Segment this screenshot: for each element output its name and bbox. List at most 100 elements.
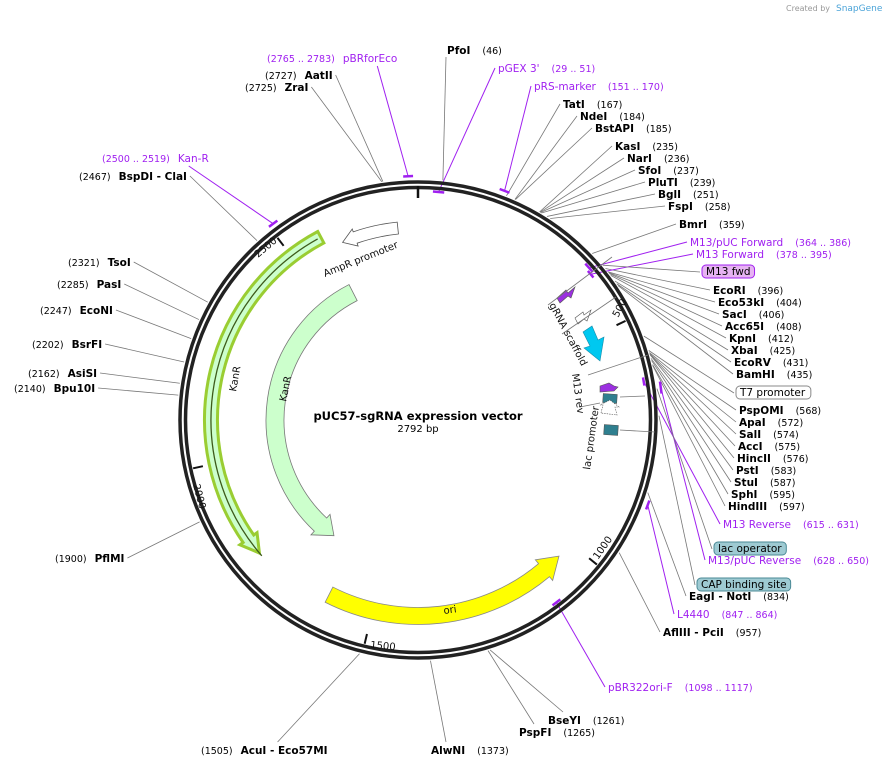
enzyme-label[interactable]: (2727) AatII	[265, 70, 333, 82]
enzyme-site[interactable]: (1505) AcuI - Eco57MI	[201, 745, 328, 757]
enzyme-label[interactable]: Acc65I (408)	[725, 321, 802, 333]
primer-mark[interactable]	[644, 500, 651, 510]
enzyme-site[interactable]: BglI (251)	[658, 189, 719, 201]
enzyme-label[interactable]: BstAPI (185)	[595, 123, 672, 135]
primer-label[interactable]: pRS-marker (151 .. 170)	[534, 81, 664, 93]
enzyme-label[interactable]: (2467) BspDI - ClaI	[79, 171, 187, 183]
primer-label[interactable]: (2500 .. 2519) Kan-R	[102, 153, 209, 165]
primer-mark[interactable]	[641, 377, 646, 386]
enzyme-label[interactable]: EcoRV (431)	[734, 357, 808, 369]
enzyme-site[interactable]: (2202) BsrFI	[32, 339, 102, 351]
grna-scaffold-arrow[interactable]	[582, 325, 605, 362]
enzyme-site[interactable]: HindIII (597)	[728, 501, 805, 513]
enzyme-label[interactable]: BmrI (359)	[679, 219, 745, 231]
enzyme-site[interactable]: ApaI (572)	[739, 417, 803, 429]
feature-tag[interactable]: T7 promoter	[735, 385, 812, 400]
enzyme-site[interactable]: NarI (236)	[627, 153, 690, 165]
primer[interactable]: M13/pUC Forward (364 .. 386)	[690, 237, 851, 249]
primer[interactable]: (2765 .. 2783) pBRforEco	[267, 53, 397, 65]
enzyme-label[interactable]: BglI (251)	[658, 189, 719, 201]
enzyme-label[interactable]: (2162) AsiSI	[28, 368, 97, 380]
enzyme-label[interactable]: ApaI (572)	[739, 417, 803, 429]
enzyme-site[interactable]: PstI (583)	[736, 465, 796, 477]
enzyme-label[interactable]: SfoI (237)	[638, 165, 699, 177]
enzyme-label[interactable]: PfoI (46)	[447, 45, 502, 57]
enzyme-site[interactable]: EcoRV (431)	[734, 357, 808, 369]
primer-label[interactable]: M13 Reverse (615 .. 631)	[723, 519, 859, 531]
enzyme-site[interactable]: StuI (587)	[734, 477, 796, 489]
grna-purple-arrow[interactable]	[556, 286, 576, 304]
primer-mark[interactable]	[584, 262, 594, 273]
m13-rev-arrow[interactable]	[599, 382, 619, 393]
enzyme-label[interactable]: (2202) BsrFI	[32, 339, 102, 351]
enzyme-label[interactable]: HincII (576)	[737, 453, 808, 465]
ampr-promoter-arrow[interactable]	[341, 221, 399, 247]
enzyme-label[interactable]: PluTI (239)	[648, 177, 715, 189]
enzyme-site[interactable]: (2467) BspDI - ClaI	[79, 171, 187, 183]
enzyme-label[interactable]: SalI (574)	[739, 429, 799, 441]
primer-mark[interactable]	[658, 381, 663, 394]
enzyme-label[interactable]: PspOMI (568)	[739, 405, 821, 417]
enzyme-site[interactable]: Acc65I (408)	[725, 321, 802, 333]
enzyme-site[interactable]: HincII (576)	[737, 453, 808, 465]
enzyme-label[interactable]: (1900) PflMI	[55, 553, 124, 565]
primer-mark[interactable]	[268, 219, 279, 228]
primer-label[interactable]: pGEX 3' (29 .. 51)	[498, 63, 595, 75]
enzyme-label[interactable]: XbaI (425)	[731, 345, 795, 357]
enzyme-label[interactable]: BamHI (435)	[736, 369, 812, 381]
enzyme-site[interactable]: TatI (167)	[563, 99, 622, 111]
enzyme-site[interactable]: BmrI (359)	[679, 219, 745, 231]
enzyme-site[interactable]: EagI - NotI (834)	[689, 591, 789, 603]
enzyme-site[interactable]: PfoI (46)	[447, 45, 502, 57]
primer-label[interactable]: M13/pUC Reverse (628 .. 650)	[708, 555, 869, 567]
enzyme-label[interactable]: PspFI (1265)	[519, 727, 595, 739]
primer-label[interactable]: pBR322ori-F (1098 .. 1117)	[608, 682, 753, 694]
primer[interactable]: (2500 .. 2519) Kan-R	[102, 153, 209, 165]
primer-mark[interactable]	[586, 270, 595, 279]
enzyme-label[interactable]: EcoRI (396)	[713, 285, 783, 297]
enzyme-site[interactable]: KasI (235)	[615, 141, 678, 153]
enzyme-label[interactable]: BseYI (1261)	[548, 715, 624, 727]
primer-label[interactable]: (2765 .. 2783) pBRforEco	[267, 53, 397, 65]
enzyme-label[interactable]: TatI (167)	[563, 99, 622, 111]
enzyme-site[interactable]: NdeI (184)	[580, 111, 645, 123]
enzyme-label[interactable]: (2247) EcoNI	[40, 305, 113, 317]
primer-label[interactable]: M13/pUC Forward (364 .. 386)	[690, 237, 851, 249]
enzyme-site[interactable]: BamHI (435)	[736, 369, 812, 381]
enzyme-site[interactable]: EcoRI (396)	[713, 285, 783, 297]
enzyme-label[interactable]: (1505) AcuI - Eco57MI	[201, 745, 328, 757]
enzyme-label[interactable]: NarI (236)	[627, 153, 690, 165]
enzyme-label[interactable]: EagI - NotI (834)	[689, 591, 789, 603]
enzyme-site[interactable]: AlwNI (1373)	[431, 745, 509, 757]
enzyme-label[interactable]: (2285) PasI	[57, 279, 121, 291]
primer-label[interactable]: M13 Forward (378 .. 395)	[696, 249, 832, 261]
enzyme-site[interactable]: XbaI (425)	[731, 345, 795, 357]
enzyme-site[interactable]: Eco53kI (404)	[718, 297, 802, 309]
feature-tag[interactable]: lac operator	[713, 541, 787, 556]
enzyme-site[interactable]: BseYI (1261)	[548, 715, 624, 727]
enzyme-label[interactable]: SphI (595)	[731, 489, 795, 501]
enzyme-label[interactable]: StuI (587)	[734, 477, 796, 489]
lac-promoter-arrow[interactable]	[599, 399, 620, 416]
enzyme-label[interactable]: NdeI (184)	[580, 111, 645, 123]
cap-binding-box[interactable]	[603, 424, 619, 436]
enzyme-label[interactable]: KpnI (412)	[729, 333, 794, 345]
enzyme-site[interactable]: (2247) EcoNI	[40, 305, 113, 317]
enzyme-site[interactable]: PluTI (239)	[648, 177, 715, 189]
enzyme-site[interactable]: SacI (406)	[722, 309, 784, 321]
enzyme-site[interactable]: (2162) AsiSI	[28, 368, 97, 380]
primer-mark[interactable]	[551, 598, 562, 607]
enzyme-label[interactable]: FspI (258)	[668, 201, 730, 213]
enzyme-label[interactable]: PstI (583)	[736, 465, 796, 477]
primer-mark[interactable]	[432, 190, 445, 194]
enzyme-site[interactable]: FspI (258)	[668, 201, 730, 213]
primer[interactable]: M13/pUC Reverse (628 .. 650)	[708, 555, 869, 567]
feature-tag[interactable]: M13 fwd	[701, 264, 756, 279]
enzyme-site[interactable]: SalI (574)	[739, 429, 799, 441]
enzyme-site[interactable]: PspOMI (568)	[739, 405, 821, 417]
ori-arrow[interactable]	[324, 555, 560, 625]
enzyme-label[interactable]: AlwNI (1373)	[431, 745, 509, 757]
enzyme-site[interactable]: (2321) TsoI	[68, 257, 131, 269]
enzyme-site[interactable]: BstAPI (185)	[595, 123, 672, 135]
enzyme-site[interactable]: (1900) PflMI	[55, 553, 124, 565]
